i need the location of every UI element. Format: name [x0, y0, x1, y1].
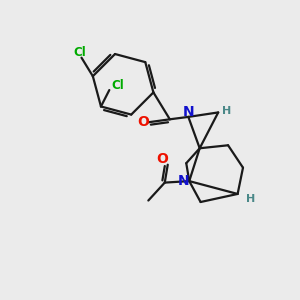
Text: O: O [156, 152, 168, 166]
Text: H: H [222, 106, 231, 116]
Text: O: O [137, 115, 149, 129]
Text: Cl: Cl [111, 79, 124, 92]
Text: N: N [183, 105, 194, 119]
Text: N: N [178, 173, 189, 188]
Text: Cl: Cl [74, 46, 86, 59]
Text: H: H [246, 194, 255, 204]
